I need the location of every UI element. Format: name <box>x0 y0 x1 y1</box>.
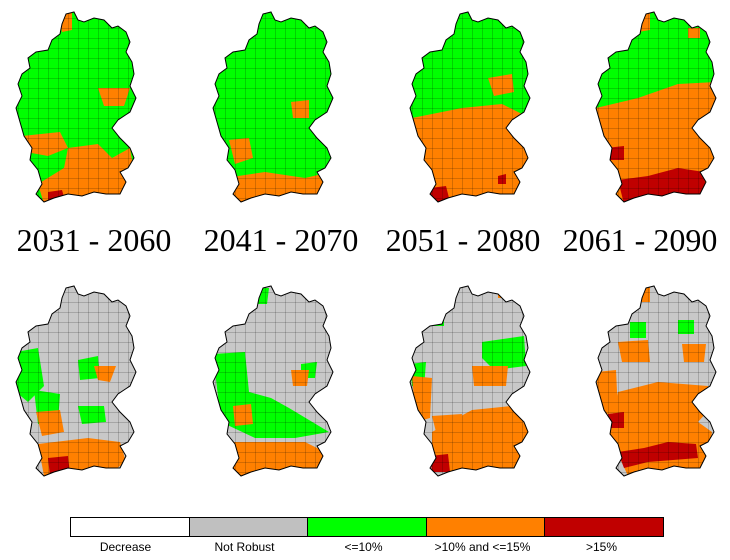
map-bottom-2041-2070 <box>205 282 355 482</box>
legend-swatch-decrease <box>71 518 190 536</box>
legend-swatch-le-10 <box>308 518 427 536</box>
legend-label-not-robust: Not Robust <box>214 540 275 554</box>
map-top-2051-2080 <box>402 8 552 208</box>
period-label-3: 2051 - 2080 <box>385 222 541 258</box>
map-top-2031-2060 <box>8 8 158 208</box>
legend-label-10-15: >10% and <=15% <box>434 540 531 554</box>
map-bottom-2031-2060 <box>8 282 158 482</box>
legend-label-le-10: <=10% <box>344 540 383 554</box>
legend-swatch-not-robust <box>189 518 309 536</box>
map-bottom-2051-2080 <box>402 282 552 482</box>
legend-swatch-10-15 <box>426 518 546 536</box>
period-label-4: 2061 - 2090 <box>562 222 718 258</box>
legend-label-gt-15: >15% <box>585 540 618 554</box>
legend-label-decrease: Decrease <box>99 540 152 554</box>
map-top-2061-2090 <box>588 8 730 208</box>
period-label-2: 2041 - 2070 <box>203 222 359 258</box>
legend-color-bar <box>70 517 664 537</box>
legend-swatch-gt-15 <box>545 518 663 536</box>
map-bottom-2061-2090 <box>588 282 730 482</box>
map-top-2041-2070 <box>205 8 355 208</box>
period-label-1: 2031 - 2060 <box>16 222 172 258</box>
